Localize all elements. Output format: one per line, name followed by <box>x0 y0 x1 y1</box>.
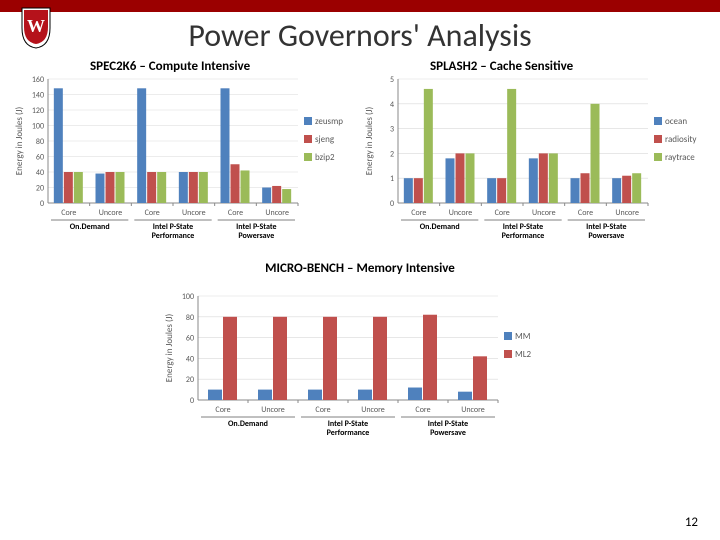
svg-text:5: 5 <box>390 75 394 85</box>
chart-spec2k6: SPEC2K6 – Compute Intensive 0 20 40 60 80 100… <box>10 61 360 251</box>
page-number: 12 <box>685 515 698 530</box>
svg-text:1: 1 <box>390 174 394 184</box>
svg-text:Core: Core <box>215 405 230 415</box>
chart1-svg: 0 20 40 60 80 100 120 140 160 Energy in Joules (J… <box>10 61 360 251</box>
svg-text:Powersave: Powersave <box>238 231 274 241</box>
svg-text:40: 40 <box>186 354 194 364</box>
svg-text:ocean: ocean <box>665 116 687 127</box>
svg-text:60: 60 <box>36 153 44 163</box>
svg-text:100: 100 <box>182 292 194 302</box>
svg-text:Uncore: Uncore <box>265 208 289 218</box>
chart3-svg: 0 20 40 60 80 100 Energy in Joules (J) Core Unco… <box>160 278 560 448</box>
svg-text:20: 20 <box>36 184 44 194</box>
svg-text:W: W <box>27 16 45 36</box>
svg-text:sjeng: sjeng <box>315 134 335 145</box>
svg-text:Core: Core <box>315 405 330 415</box>
chart2-title: SPLASH2 – Cache Sensitive <box>430 59 573 74</box>
svg-text:Core: Core <box>228 208 243 218</box>
svg-text:Uncore: Uncore <box>449 208 473 218</box>
svg-text:radiosity: radiosity <box>665 134 697 145</box>
svg-text:Energy in Joules (J): Energy in Joules (J) <box>164 313 175 382</box>
chart-microbench: 0 20 40 60 80 100 Energy in Joules (J) Core Unco… <box>160 278 560 448</box>
svg-text:Core: Core <box>411 208 426 218</box>
svg-text:2: 2 <box>390 149 394 159</box>
svg-text:160: 160 <box>32 75 44 85</box>
svg-text:Uncore: Uncore <box>532 208 556 218</box>
svg-text:Core: Core <box>61 208 76 218</box>
svg-text:On.Demand: On.Demand <box>420 222 460 232</box>
svg-text:100: 100 <box>32 122 44 132</box>
svg-text:80: 80 <box>186 313 194 323</box>
svg-text:On.Demand: On.Demand <box>70 222 110 232</box>
svg-text:Core: Core <box>145 208 160 218</box>
svg-text:Uncore: Uncore <box>261 405 285 415</box>
svg-text:On.Demand: On.Demand <box>228 419 268 429</box>
svg-text:raytrace: raytrace <box>665 152 695 163</box>
svg-text:zeusmp: zeusmp <box>315 116 343 127</box>
svg-text:Powersave: Powersave <box>430 428 466 438</box>
svg-text:0: 0 <box>390 199 394 209</box>
svg-text:Uncore: Uncore <box>182 208 206 218</box>
svg-text:140: 140 <box>32 91 44 101</box>
svg-text:Uncore: Uncore <box>99 208 123 218</box>
header-bar <box>0 0 720 12</box>
page-title: Power Governors' Analysis <box>0 16 720 55</box>
svg-text:Uncore: Uncore <box>461 405 485 415</box>
svg-text:60: 60 <box>186 334 194 344</box>
svg-text:0: 0 <box>40 199 44 209</box>
svg-text:ML2: ML2 <box>515 349 531 360</box>
chart-splash2: SPLASH2 – Cache Sensitive 0 1 2 3 4 5 Energy i… <box>360 61 710 251</box>
svg-text:Core: Core <box>578 208 593 218</box>
svg-text:80: 80 <box>36 137 44 147</box>
svg-text:Uncore: Uncore <box>361 405 385 415</box>
svg-text:0: 0 <box>190 396 194 406</box>
svg-text:Energy in Joules (J): Energy in Joules (J) <box>364 106 375 175</box>
svg-text:Uncore: Uncore <box>615 208 639 218</box>
svg-text:Performance: Performance <box>327 428 370 438</box>
top-charts-row: SPEC2K6 – Compute Intensive 020406080100… <box>0 61 720 251</box>
bottom-chart-row: 0 20 40 60 80 100 Energy in Joules (J) Core Unco… <box>0 278 720 448</box>
uw-crest-icon: W <box>18 6 54 50</box>
svg-text:bzip2: bzip2 <box>315 152 335 163</box>
svg-text:120: 120 <box>32 106 44 116</box>
svg-text:20: 20 <box>186 375 194 385</box>
svg-text:3: 3 <box>390 125 394 135</box>
svg-text:MM: MM <box>515 331 530 342</box>
chart3-title: MICRO-BENCH – Memory Intensive <box>0 261 720 276</box>
chart2-svg: 0 1 2 3 4 5 Energy in Joules (J) Core Uncore Core… <box>360 61 710 251</box>
svg-text:4: 4 <box>390 100 394 110</box>
chart1-title: SPEC2K6 – Compute Intensive <box>90 59 250 74</box>
svg-text:Performance: Performance <box>152 231 195 241</box>
svg-text:Core: Core <box>495 208 510 218</box>
svg-text:40: 40 <box>36 168 44 178</box>
svg-text:Powersave: Powersave <box>588 231 624 241</box>
svg-text:Energy in Joules (J): Energy in Joules (J) <box>14 106 25 175</box>
svg-text:Performance: Performance <box>502 231 545 241</box>
svg-text:Core: Core <box>415 405 430 415</box>
